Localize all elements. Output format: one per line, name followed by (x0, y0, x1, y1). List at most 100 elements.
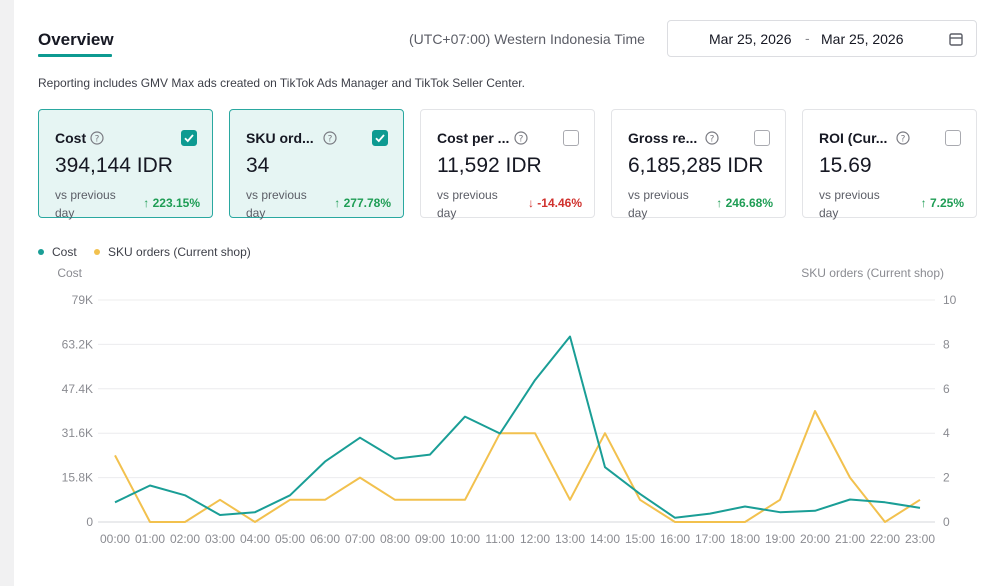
svg-text:?: ? (519, 135, 524, 145)
metric-change: ↑ 223.15% (143, 196, 200, 210)
legend-label: Cost (52, 245, 77, 259)
y-axis-left-label: Cost (57, 266, 82, 280)
metric-checkbox[interactable] (945, 130, 961, 146)
y-tick-right: 2 (943, 471, 950, 485)
x-tick-label: 08:00 (380, 532, 410, 546)
x-tick-label: 13:00 (555, 532, 585, 546)
metric-checkbox[interactable] (754, 130, 770, 146)
x-tick-label: 05:00 (275, 532, 305, 546)
date-start[interactable]: Mar 25, 2026 (709, 31, 792, 47)
metric-card-cost[interactable]: Cost ? 394,144 IDR vs previous day ↑ 223… (38, 109, 213, 220)
metric-change-value: -14.46% (537, 196, 582, 210)
metric-checkbox[interactable] (563, 130, 579, 146)
svg-text:?: ? (710, 135, 715, 145)
tab-overview[interactable]: Overview (38, 30, 114, 49)
metric-change: ↑ 7.25% (920, 196, 964, 210)
y-tick-left: 0 (86, 515, 93, 529)
help-icon[interactable]: ? (90, 131, 104, 145)
x-tick-label: 18:00 (730, 532, 760, 546)
metric-card-gross-revenue[interactable]: Gross re... ? 6,185,285 IDR vs previous … (611, 109, 786, 220)
metric-value: 11,592 IDR (437, 154, 542, 177)
legend-item-cost[interactable]: Cost (38, 245, 77, 259)
x-tick-label: 04:00 (240, 532, 270, 546)
metric-value: 34 (246, 154, 270, 177)
y-tick-right: 4 (943, 426, 950, 440)
metric-change-value: 7.25% (929, 196, 964, 210)
help-icon[interactable]: ? (323, 131, 337, 145)
chart-legend: Cost SKU orders (Current shop) (38, 244, 265, 259)
x-tick-label: 16:00 (660, 532, 690, 546)
metric-name: Cost (55, 130, 87, 146)
metric-comparison-label: vs previous day (246, 188, 307, 220)
metric-comparison-label: vs previous day (55, 188, 116, 220)
metric-name: SKU ord... (246, 130, 314, 146)
metric-card-roi[interactable]: ROI (Cur... ? 15.69 vs previous day ↑ 7.… (802, 109, 977, 220)
x-tick-label: 11:00 (485, 532, 514, 546)
y-tick-left: 79K (72, 293, 93, 307)
overview-line-chart: 0 15.8K 31.6K 47.4K 63.2K 79K 0 2 4 6 8 10 00:00 01… (57, 266, 957, 546)
date-range-picker[interactable]: Mar 25, 2026 - Mar 25, 2026 (667, 20, 977, 57)
help-icon[interactable]: ? (514, 131, 528, 145)
x-tick-label: 06:00 (310, 532, 340, 546)
active-tab-indicator (38, 54, 112, 57)
x-tick-label: 07:00 (345, 532, 375, 546)
metric-value: 15.69 (819, 154, 872, 177)
metric-value: 394,144 IDR (55, 154, 173, 177)
x-tick-label: 14:00 (590, 532, 620, 546)
x-tick-label: 23:00 (905, 532, 935, 546)
x-tick-label: 21:00 (835, 532, 865, 546)
y-tick-right: 6 (943, 382, 950, 396)
series-line-sku-orders (114, 410, 921, 523)
help-icon[interactable]: ? (705, 131, 719, 145)
metric-change: ↑ 246.68% (716, 196, 773, 210)
x-tick-label: 20:00 (800, 532, 830, 546)
x-tick-label: 02:00 (170, 532, 200, 546)
x-tick-label: 09:00 (415, 532, 445, 546)
x-tick-label: 12:00 (520, 532, 550, 546)
metric-checkbox[interactable] (181, 130, 197, 146)
timezone-label: (UTC+07:00) Western Indonesia Time (409, 31, 645, 47)
y-axis-right-label: SKU orders (Current shop) (801, 266, 944, 280)
left-panel-edge (0, 0, 14, 586)
svg-text:?: ? (95, 135, 100, 145)
x-tick-label: 17:00 (695, 532, 725, 546)
x-tick-label: 22:00 (870, 532, 900, 546)
y-tick-left: 31.6K (62, 426, 93, 440)
x-tick-label: 00:00 (100, 532, 130, 546)
svg-text:?: ? (901, 135, 906, 145)
help-icon[interactable]: ? (896, 131, 910, 145)
metric-value: 6,185,285 IDR (628, 154, 764, 177)
reporting-note: Reporting includes GMV Max ads created o… (38, 76, 525, 90)
legend-dot-icon (38, 249, 44, 255)
series-line-cost (114, 335, 921, 519)
metric-name: Cost per ... (437, 130, 510, 146)
metric-name: ROI (Cur... (819, 130, 888, 146)
legend-label: SKU orders (Current shop) (108, 245, 251, 259)
x-tick-label: 15:00 (625, 532, 655, 546)
metric-card-cost-per-order[interactable]: Cost per ... ? 11,592 IDR vs previous da… (420, 109, 595, 220)
legend-item-sku-orders[interactable]: SKU orders (Current shop) (94, 245, 251, 259)
calendar-icon[interactable] (948, 31, 964, 47)
y-tick-right: 8 (943, 337, 950, 351)
svg-text:?: ? (328, 135, 333, 145)
x-tick-label: 19:00 (765, 532, 795, 546)
date-end[interactable]: Mar 25, 2026 (821, 31, 904, 47)
y-tick-right: 0 (943, 515, 950, 529)
metric-comparison-label: vs previous day (628, 188, 689, 220)
y-tick-left: 63.2K (62, 337, 93, 351)
date-separator: - (805, 30, 810, 46)
metric-change-value: 246.68% (725, 196, 773, 210)
y-tick-left: 15.8K (62, 471, 93, 485)
metric-card-sku-orders[interactable]: SKU ord... ? 34 vs previous day ↑ 277.78… (229, 109, 404, 220)
y-tick-right: 10 (943, 293, 957, 307)
y-tick-left: 47.4K (62, 382, 93, 396)
metric-checkbox[interactable] (372, 130, 388, 146)
metric-comparison-label: vs previous day (437, 188, 498, 220)
metric-change: ↑ 277.78% (334, 196, 391, 210)
x-tick-label: 10:00 (450, 532, 480, 546)
x-tick-label: 03:00 (205, 532, 235, 546)
metric-change: ↓ -14.46% (527, 196, 582, 210)
metric-comparison-label: vs previous day (819, 188, 880, 220)
metric-change-value: 223.15% (152, 196, 200, 210)
legend-dot-icon (94, 249, 101, 255)
